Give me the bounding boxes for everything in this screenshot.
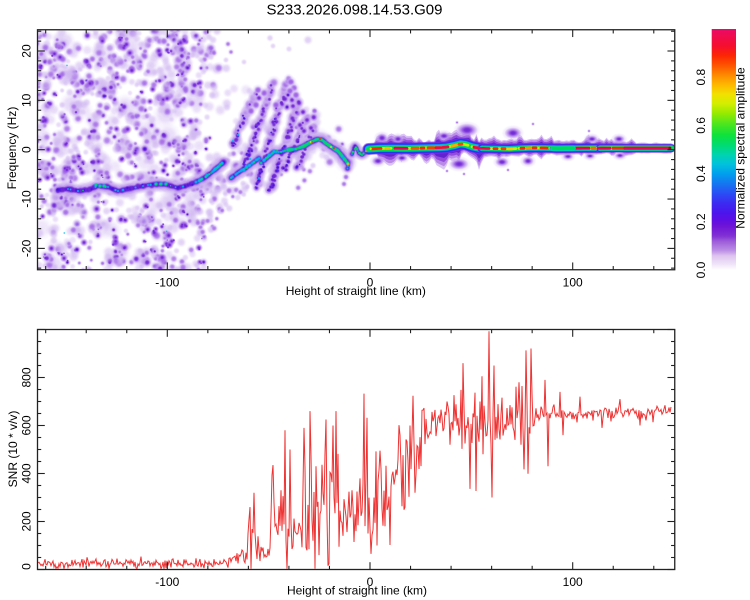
svg-text:0.4: 0.4 <box>694 165 708 182</box>
svg-text:100: 100 <box>563 276 583 290</box>
svg-text:0.6: 0.6 <box>694 117 708 134</box>
svg-text:-100: -100 <box>155 276 179 290</box>
svg-text:800: 800 <box>19 367 33 387</box>
svg-text:SNR (10 * v/v): SNR (10 * v/v) <box>6 411 20 488</box>
svg-text:0: 0 <box>367 276 374 290</box>
svg-text:-20: -20 <box>19 239 33 257</box>
svg-text:Frequency (Hz): Frequency (Hz) <box>5 107 19 190</box>
svg-text:S233.2026.098.14.53.G09: S233.2026.098.14.53.G09 <box>267 2 443 19</box>
svg-text:0: 0 <box>367 575 374 589</box>
svg-text:600: 600 <box>19 415 33 435</box>
svg-text:Height of straight line (km): Height of straight line (km) <box>287 583 427 597</box>
svg-text:200: 200 <box>19 511 33 531</box>
svg-text:Height of straight line (km): Height of straight line (km) <box>286 284 426 298</box>
svg-text:20: 20 <box>19 44 33 58</box>
svg-text:400: 400 <box>19 463 33 483</box>
svg-text:0.2: 0.2 <box>694 213 708 230</box>
svg-text:0.8: 0.8 <box>694 69 708 86</box>
svg-text:100: 100 <box>563 575 583 589</box>
svg-text:Normalized spectral amplitude: Normalized spectral amplitude <box>734 67 748 229</box>
svg-text:0.0: 0.0 <box>694 261 708 278</box>
svg-text:0: 0 <box>19 146 33 153</box>
svg-text:-10: -10 <box>19 190 33 208</box>
svg-text:0: 0 <box>19 563 33 570</box>
svg-text:10: 10 <box>19 93 33 107</box>
svg-text:-100: -100 <box>155 575 179 589</box>
